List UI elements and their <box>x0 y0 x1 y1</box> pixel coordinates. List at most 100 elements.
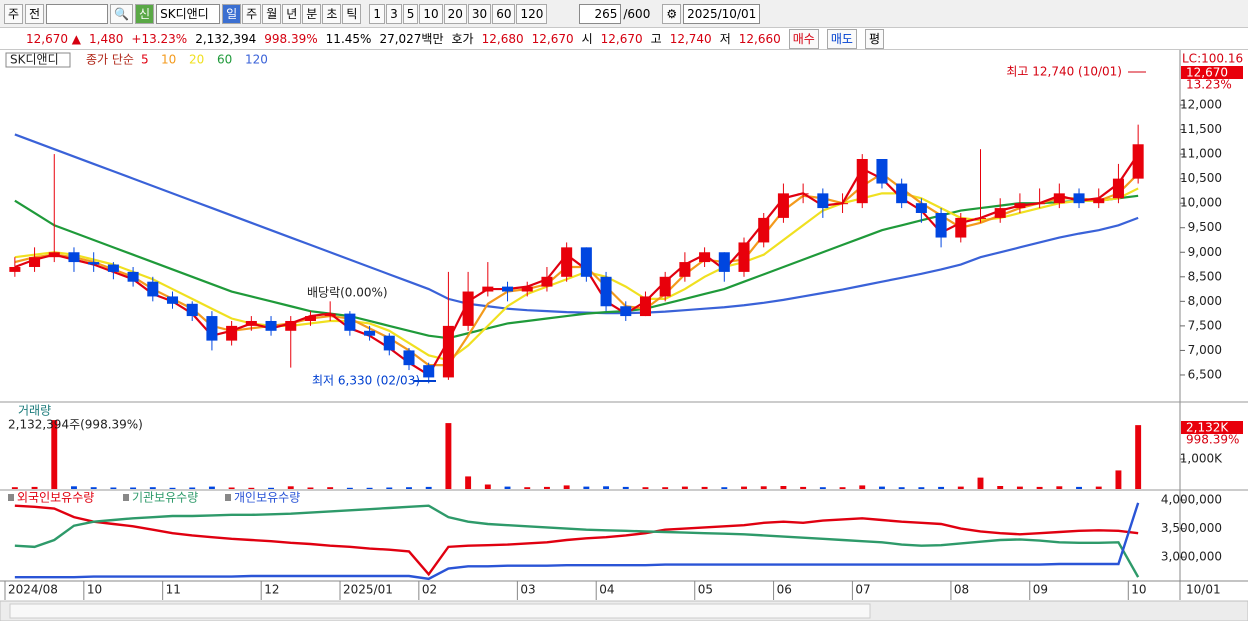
open: 12,670 <box>600 31 643 46</box>
candle-body <box>699 252 711 263</box>
candle-body <box>502 286 514 292</box>
x-tick-label: 10 <box>1131 583 1146 597</box>
y-tick-label: 4,000,000 <box>1161 493 1222 507</box>
y-tick-label: 3,000,000 <box>1161 550 1222 564</box>
candle-body <box>679 262 691 277</box>
period-button[interactable]: 년 <box>282 3 302 24</box>
legend-item: 10 <box>161 53 176 67</box>
change: 1,480 <box>89 31 124 46</box>
period-button[interactable]: 틱 <box>342 3 362 24</box>
volume-bar <box>307 487 314 489</box>
candle-body <box>442 325 454 378</box>
interval-button[interactable]: 120 <box>516 3 548 24</box>
volume-bar <box>31 486 38 489</box>
code-input[interactable]: 210980 <box>46 3 109 24</box>
y-tick-label: 8,500 <box>1188 269 1222 283</box>
candle-body <box>580 247 592 277</box>
candle-body <box>107 264 119 272</box>
candle-body <box>324 313 336 317</box>
volume-bar <box>839 487 846 489</box>
candle-body <box>541 276 553 287</box>
avg-button[interactable]: 평 <box>864 28 884 49</box>
interval-button[interactable]: 3 <box>386 3 402 24</box>
interval-button[interactable]: 60 <box>492 3 516 24</box>
x-tick-label: 10 <box>87 583 102 597</box>
period-button[interactable]: 일 <box>222 3 242 24</box>
candle-body <box>915 203 927 213</box>
candle-body <box>738 242 750 272</box>
x-tick-label: 05 <box>698 583 713 597</box>
period-button[interactable]: 월 <box>262 3 282 24</box>
date-input[interactable]: 2025/10/01 <box>683 3 761 24</box>
volume-bar <box>760 486 767 489</box>
candle-body <box>265 320 277 331</box>
legend-item: 60 <box>217 53 232 67</box>
volume-bar <box>189 487 196 489</box>
high-label: 고 <box>650 32 662 46</box>
candle-body <box>1014 203 1026 209</box>
candle-body <box>521 286 533 292</box>
kind-select[interactable]: 전 <box>25 3 45 24</box>
candle-body <box>166 296 179 304</box>
period-button[interactable]: 분 <box>302 3 322 24</box>
x-tick-label: 2024/08 <box>8 583 58 597</box>
y-tick-label: 9,000 <box>1188 245 1222 259</box>
y-tick-label: 11,500 <box>1180 122 1222 136</box>
volume-tag <box>1181 421 1243 434</box>
candle-body <box>403 350 415 366</box>
volume-bar <box>741 486 747 489</box>
count-max: /600 <box>623 6 651 21</box>
panel-title: 거래량 <box>18 404 51 418</box>
volume-bar <box>780 486 787 489</box>
count-input[interactable]: 265 <box>579 3 622 24</box>
moving-average <box>14 172 1139 367</box>
volume-bar <box>327 487 334 489</box>
search-button[interactable]: 🔍 <box>110 3 134 24</box>
volume-bar <box>445 423 452 489</box>
volume-bar <box>1135 425 1142 489</box>
scroll-track[interactable] <box>9 603 871 619</box>
open-label: 시 <box>581 32 593 46</box>
volume-bar <box>543 486 550 489</box>
period-button[interactable]: 초 <box>322 3 342 24</box>
legend-item: 외국인보유수량 <box>17 491 94 505</box>
candle-body <box>344 313 356 331</box>
low-label: 저 <box>719 32 731 46</box>
amount: 27,027백만 <box>379 32 444 46</box>
price-tag <box>1181 66 1243 79</box>
candle-body <box>777 193 789 218</box>
market-select[interactable]: 주 <box>4 3 24 24</box>
interval-button[interactable]: 5 <box>402 3 419 24</box>
scroll-bar[interactable] <box>0 600 1248 621</box>
low: 12,660 <box>738 31 781 46</box>
interval-button[interactable]: 1 <box>369 3 386 24</box>
right-lc: LC:100.16 <box>1182 52 1243 66</box>
legend-name: SK디앤디 <box>10 53 59 67</box>
candle-body <box>206 316 218 341</box>
panel-subtitle: 2,132,394주(998.39%) <box>8 418 143 432</box>
legend-item: 기관보유수량 <box>132 491 198 505</box>
candle-body <box>147 281 159 297</box>
volume-bar <box>51 420 58 489</box>
y-tick-label: 7,000 <box>1188 343 1222 357</box>
x-tick-label: 07 <box>855 583 870 597</box>
buy-button[interactable]: 매수 <box>788 28 819 49</box>
interval-button[interactable]: 20 <box>443 3 467 24</box>
candle-body <box>1132 144 1144 179</box>
y-tick-label: 8,000 <box>1188 294 1222 308</box>
interval-button[interactable]: 10 <box>419 3 443 24</box>
sell-button[interactable]: 매도 <box>826 28 857 49</box>
right-volume-rate: 998.39% <box>1186 433 1239 447</box>
candle-body <box>896 183 908 204</box>
tool-button[interactable]: ⚙ <box>662 3 682 24</box>
bid: 12,670 <box>531 31 574 46</box>
interval-button[interactable]: 30 <box>467 3 492 24</box>
stock-name: SK디앤디 <box>156 3 221 24</box>
volume-bar <box>1076 486 1082 489</box>
moving-average <box>14 133 1139 315</box>
period-button[interactable]: 주 <box>242 3 262 24</box>
candle-body <box>186 303 198 317</box>
candle-body <box>462 291 474 326</box>
